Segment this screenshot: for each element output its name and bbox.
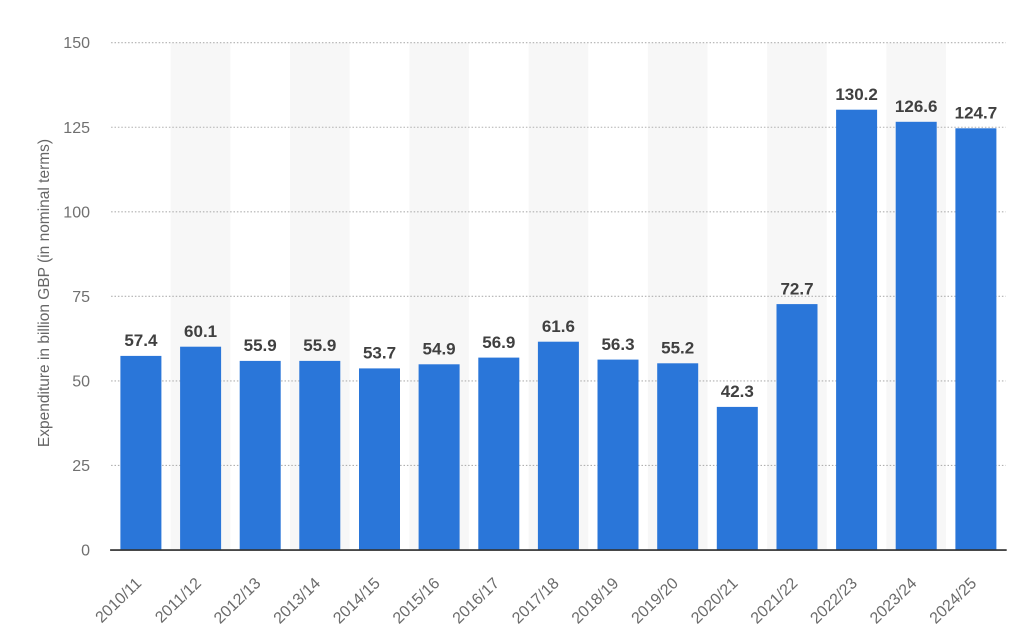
svg-text:60.1: 60.1	[184, 322, 217, 341]
svg-text:126.6: 126.6	[895, 97, 938, 116]
svg-text:150: 150	[63, 35, 90, 52]
svg-text:42.3: 42.3	[721, 382, 754, 401]
svg-text:55.9: 55.9	[303, 336, 336, 355]
svg-text:53.7: 53.7	[363, 344, 396, 363]
svg-text:72.7: 72.7	[780, 279, 813, 298]
svg-text:61.6: 61.6	[542, 317, 575, 336]
svg-text:130.2: 130.2	[835, 85, 878, 104]
svg-text:0: 0	[81, 543, 90, 560]
svg-text:56.9: 56.9	[482, 333, 515, 352]
svg-text:100: 100	[63, 204, 90, 221]
svg-text:124.7: 124.7	[955, 104, 998, 123]
svg-text:55.2: 55.2	[661, 339, 694, 358]
svg-text:25: 25	[72, 458, 90, 475]
svg-text:Expenditure in billion GBP (in: Expenditure in billion GBP (in nominal t…	[36, 139, 53, 447]
svg-text:50: 50	[72, 373, 90, 390]
svg-text:57.4: 57.4	[124, 331, 158, 350]
svg-text:75: 75	[72, 289, 90, 306]
svg-text:125: 125	[63, 120, 90, 137]
svg-text:56.3: 56.3	[601, 335, 634, 354]
svg-text:55.9: 55.9	[244, 336, 277, 355]
svg-text:54.9: 54.9	[423, 340, 456, 359]
